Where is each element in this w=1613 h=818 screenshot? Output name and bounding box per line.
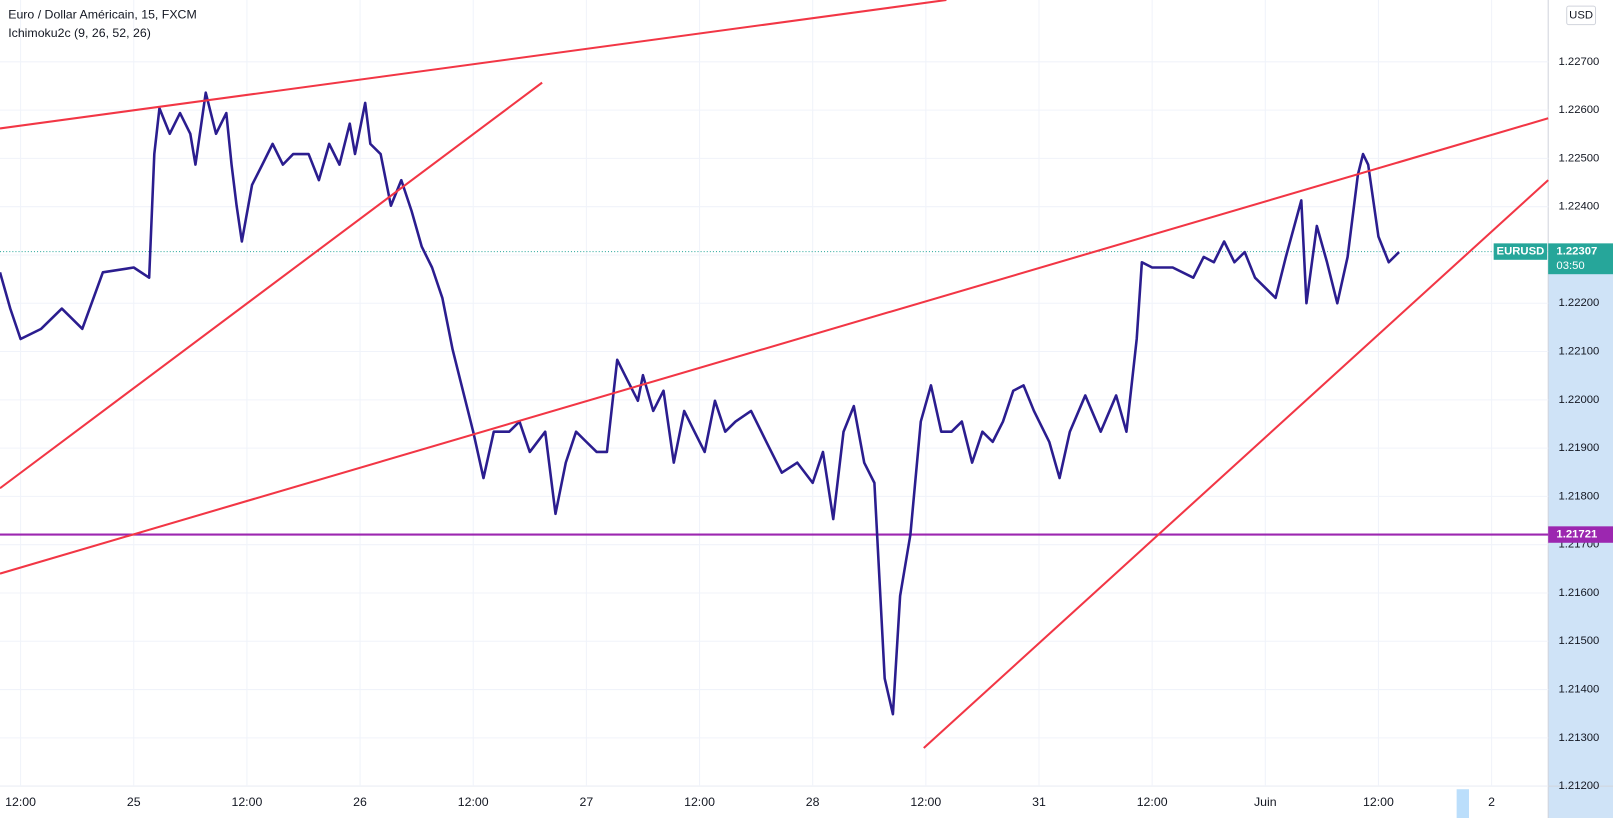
level-label: 1.21721 xyxy=(1556,529,1597,541)
y-tick-label: 1.22500 xyxy=(1558,152,1599,164)
symbol-box xyxy=(1493,243,1548,260)
x-tick-label: 12:00 xyxy=(231,795,262,809)
marks xyxy=(0,0,1549,749)
y-tick-label: 1.22000 xyxy=(1558,394,1599,406)
y-tick-label: 1.21600 xyxy=(1558,587,1599,599)
y-tick-label: 1.22200 xyxy=(1558,297,1599,309)
y-tick-label: 1.21800 xyxy=(1558,490,1599,502)
x-tick-label: 2 xyxy=(1488,795,1495,809)
y-tick-label: 1.21700 xyxy=(1558,539,1599,551)
x-tick-label: 28 xyxy=(806,795,820,809)
indicator-label: Ichimoku2c (9, 26, 52, 26) xyxy=(8,26,151,40)
countdown-label: 03:50 xyxy=(1556,260,1584,272)
trend-line xyxy=(0,81,543,490)
x-tick-label: 26 xyxy=(353,795,367,809)
last-price-label: 1.22307 xyxy=(1556,246,1597,258)
level-label-box xyxy=(1548,526,1613,543)
y-tick-label: 1.22700 xyxy=(1558,56,1599,68)
grid xyxy=(0,0,1549,787)
x-tick-label: Juin xyxy=(1254,795,1277,809)
x-tick-label: 25 xyxy=(127,795,141,809)
x-tick-label: 12:00 xyxy=(458,795,489,809)
x-tick-label: 12:00 xyxy=(5,795,36,809)
y-tick-label: 1.22100 xyxy=(1558,346,1599,358)
symbol-label: EURUSD xyxy=(1497,246,1545,258)
trend-line xyxy=(0,0,947,130)
currency-label[interactable]: USD xyxy=(1569,9,1593,21)
time-highlight xyxy=(1456,789,1469,818)
y-tick-label: 1.21400 xyxy=(1558,684,1599,696)
y-tick-label: 1.22600 xyxy=(1558,104,1599,116)
trend-line xyxy=(923,179,1549,749)
y-tick-label: 1.21500 xyxy=(1558,635,1599,647)
trend-line xyxy=(0,117,1549,575)
x-tick-label: 12:00 xyxy=(910,795,941,809)
labels: 1.21200 1.21300 1.21400 1.21500 1.21600 1.217… xyxy=(5,56,1613,809)
x-tick-label: 27 xyxy=(580,795,594,809)
x-tick-label: 31 xyxy=(1032,795,1046,809)
currency-box[interactable] xyxy=(1566,5,1597,26)
last-price-box xyxy=(1548,243,1613,275)
y-tick-label: 1.21900 xyxy=(1558,442,1599,454)
x-tick-label: 12:00 xyxy=(684,795,715,809)
y-tick-label: 1.21200 xyxy=(1558,780,1599,792)
x-tick-label: 12:00 xyxy=(1363,795,1394,809)
price-line xyxy=(0,91,1400,716)
axis-highlight xyxy=(1548,272,1613,818)
y-tick-label: 1.22400 xyxy=(1558,201,1599,213)
chart-title: Euro / Dollar Américain, 15, FXCM xyxy=(8,8,197,22)
y-tick-label: 1.21300 xyxy=(1558,732,1599,744)
x-tick-label: 12:00 xyxy=(1137,795,1168,809)
